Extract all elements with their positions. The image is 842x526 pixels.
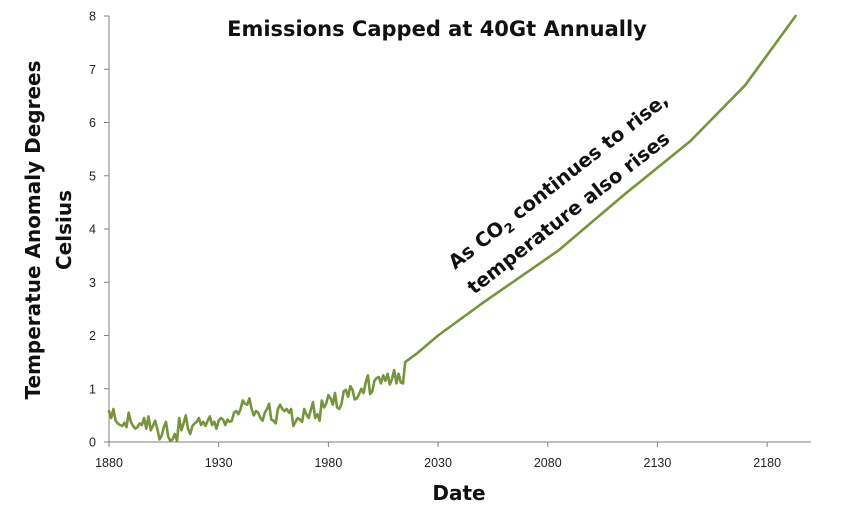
chart-title: Emissions Capped at 40Gt Annually <box>227 17 647 41</box>
y-tick-label: 5 <box>89 169 96 183</box>
x-tick-label: 2080 <box>534 456 562 470</box>
annotation-line2: temperature also rises <box>463 127 674 299</box>
x-tick-label: 1930 <box>205 456 233 470</box>
y-tick-label: 4 <box>89 223 96 237</box>
y-tick-label: 8 <box>89 10 96 24</box>
temperature-anomaly-series-line <box>107 14 797 443</box>
y-axis-title-line2: Celsius <box>52 190 76 270</box>
y-tick-label: 0 <box>89 436 96 450</box>
x-tick-label: 1980 <box>314 456 342 470</box>
x-tick-label: 2030 <box>424 456 452 470</box>
x-axis-title: Date <box>432 481 485 505</box>
y-tick-label: 3 <box>89 276 96 290</box>
y-tick-label: 6 <box>89 116 96 130</box>
axes <box>104 15 811 447</box>
x-tick-label: 2130 <box>644 456 672 470</box>
x-tick-label: 2180 <box>753 456 781 470</box>
tick-labels: 0 1 2 3 4 5 6 7 8 1880 1930 1980 2030 2080 2130 2180 <box>89 10 781 471</box>
y-tick-label: 7 <box>89 63 96 77</box>
y-tick-label: 2 <box>89 329 96 343</box>
y-tick-label: 1 <box>89 382 96 396</box>
x-tick-label: 1880 <box>95 456 123 470</box>
y-axis-title-line1: Temperatue Anomaly Degrees <box>21 61 45 400</box>
series <box>107 14 797 443</box>
